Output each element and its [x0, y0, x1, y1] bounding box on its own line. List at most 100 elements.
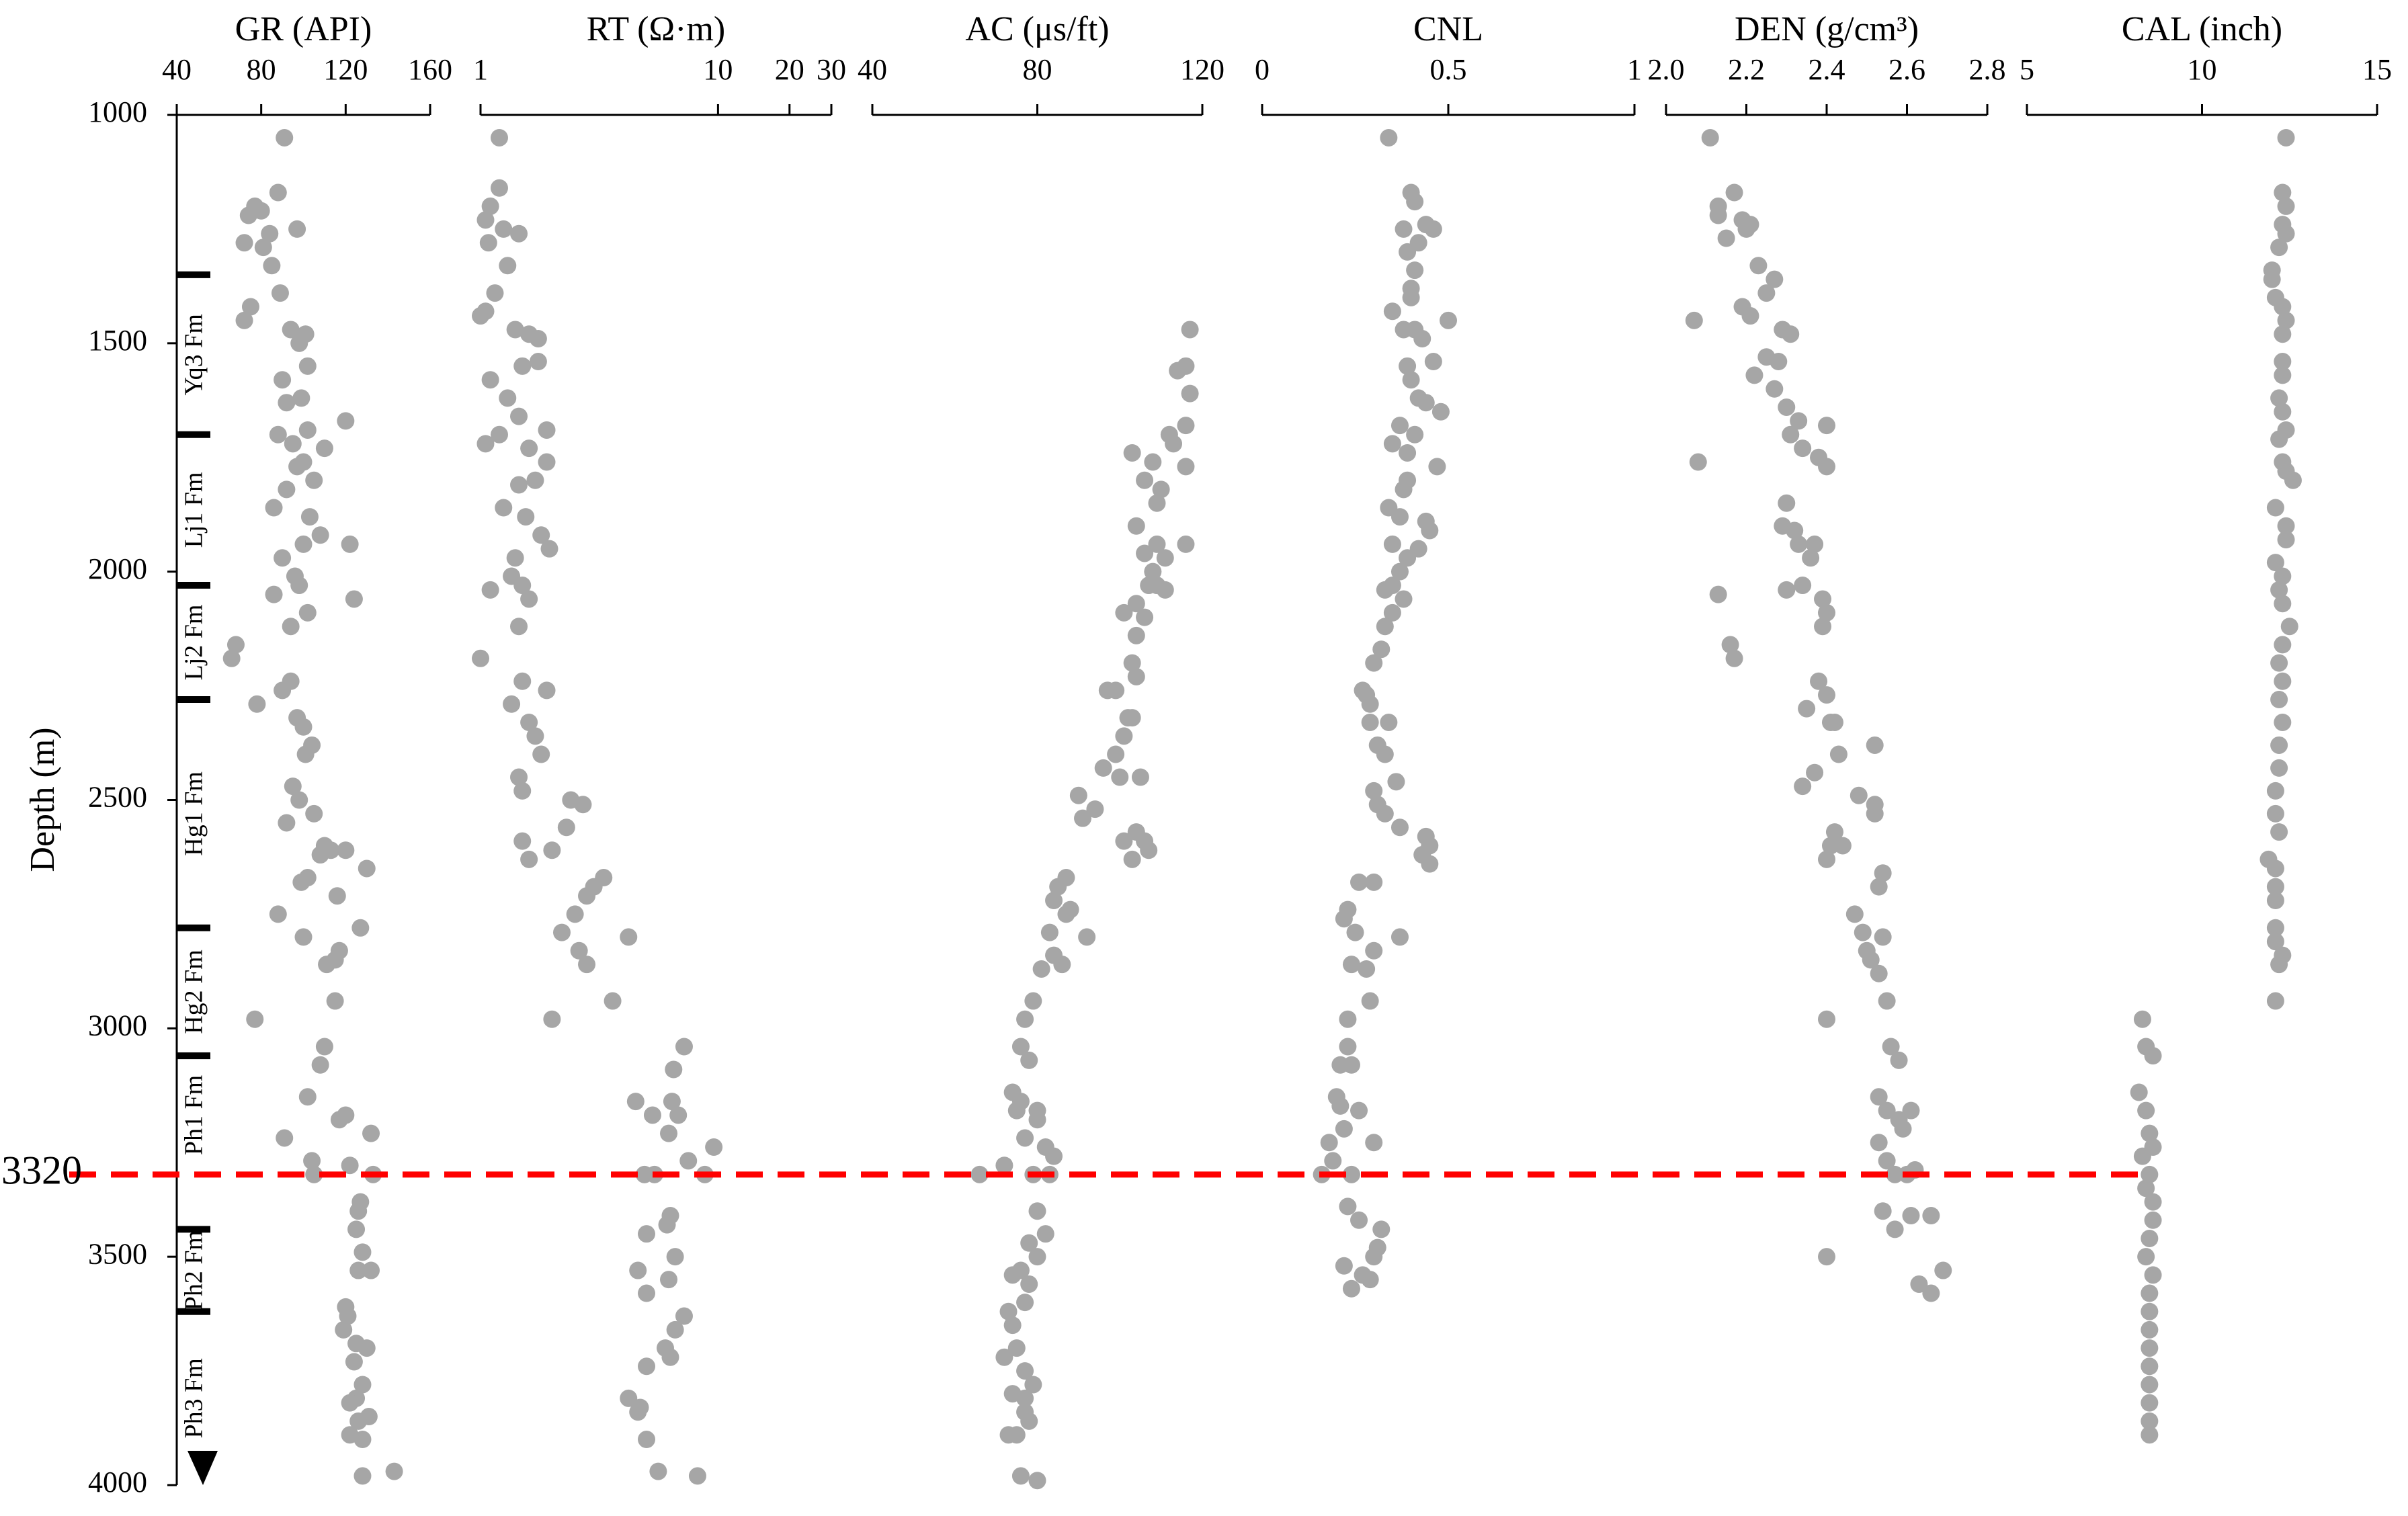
data-point [566, 905, 584, 923]
data-point [341, 1394, 359, 1412]
data-point [292, 389, 310, 407]
data-point [1078, 928, 1096, 946]
data-point [1177, 417, 1195, 435]
data-point [1399, 549, 1417, 567]
data-point [1086, 800, 1104, 818]
data-point [1790, 412, 1808, 430]
data-point [351, 919, 370, 937]
data-point [540, 540, 558, 558]
data-point [339, 1307, 357, 1325]
data-point [1365, 941, 1383, 960]
data-point [1007, 1339, 1026, 1357]
formation-label: Ph3 Fm [180, 1358, 208, 1438]
data-point [2130, 1083, 2148, 1101]
x-tick-label: 120 [323, 53, 368, 86]
data-point [1028, 1248, 1046, 1266]
data-point [282, 321, 300, 339]
data-point [2274, 298, 2292, 316]
data-point [2263, 270, 2281, 288]
data-point [1045, 1147, 1063, 1165]
data-point [2133, 1147, 2151, 1165]
data-point [2144, 1193, 2162, 1211]
data-point [1390, 508, 1409, 526]
data-point [1870, 964, 1888, 982]
data-point [2266, 878, 2284, 896]
data-point [2277, 517, 2295, 535]
data-point [1821, 837, 1839, 855]
x-tick-label: 20 [775, 53, 804, 86]
data-point [2270, 823, 2288, 841]
data-point [2280, 618, 2298, 636]
data-point [2141, 1426, 2159, 1444]
data-point [1845, 905, 1864, 923]
x-tick-label: 2.0 [1648, 53, 1685, 86]
data-point [1016, 1389, 1034, 1407]
data-point [2266, 919, 2284, 937]
x-tick-label: 40 [162, 53, 192, 86]
data-point [2266, 782, 2284, 800]
data-point [1383, 603, 1401, 622]
data-point [1818, 603, 1835, 622]
data-point [2266, 804, 2284, 823]
data-point [335, 1320, 353, 1339]
data-point [1818, 417, 1835, 435]
data-point [1417, 394, 1435, 412]
data-point [1123, 444, 1141, 462]
formation-label: Hg1 Fm [180, 771, 208, 856]
x-tick-label: 2.2 [1728, 53, 1765, 86]
data-point [345, 1353, 363, 1371]
data-point [1040, 923, 1058, 941]
data-point [520, 439, 538, 458]
data-point [1107, 681, 1125, 700]
data-point [1107, 745, 1125, 763]
formation-label: Hg2 Fm [180, 950, 208, 1034]
data-point [274, 371, 292, 389]
data-point [1144, 453, 1162, 471]
x-tick-label: 160 [408, 53, 452, 86]
data-point [1878, 1101, 1896, 1120]
data-point [1770, 353, 1788, 371]
formation-label: Ph1 Fm [180, 1075, 208, 1155]
data-point [1814, 618, 1832, 636]
data-point [1806, 535, 1824, 553]
data-point [543, 841, 561, 859]
data-point [303, 1152, 321, 1170]
data-point [1395, 220, 1413, 238]
data-point [2274, 567, 2292, 585]
data-point [1342, 1279, 1360, 1298]
y-tick-label: 1000 [88, 95, 147, 128]
data-point [2141, 1165, 2159, 1183]
data-point [1782, 425, 1800, 444]
data-point [643, 1106, 661, 1124]
data-point [1380, 713, 1398, 731]
data-point [1395, 480, 1413, 499]
data-point [1074, 809, 1092, 827]
data-point [1111, 768, 1129, 786]
data-point [318, 956, 336, 974]
data-point [271, 284, 289, 302]
data-point [1181, 384, 1199, 403]
data-point [1866, 804, 1884, 823]
y-tick-label: 1500 [88, 324, 147, 357]
data-point [2270, 759, 2288, 777]
data-point [1127, 667, 1145, 685]
data-point [315, 1038, 333, 1056]
data-point [290, 791, 308, 809]
data-point [543, 1010, 561, 1028]
data-point [1335, 1120, 1353, 1138]
data-point [2270, 736, 2288, 754]
data-point [513, 357, 532, 375]
data-point [1818, 1010, 1835, 1028]
data-point [1778, 398, 1796, 416]
data-point [663, 1093, 681, 1111]
data-point [1910, 1275, 1928, 1293]
data-point [1874, 1202, 1892, 1220]
data-point [235, 311, 253, 329]
x-tick-label: 80 [247, 53, 276, 86]
bottom-arrow [188, 1451, 218, 1485]
data-point [1350, 1211, 1368, 1229]
data-point [666, 1248, 684, 1266]
data-point [1902, 1101, 1920, 1120]
data-point [2266, 499, 2284, 517]
data-point [2274, 672, 2292, 690]
